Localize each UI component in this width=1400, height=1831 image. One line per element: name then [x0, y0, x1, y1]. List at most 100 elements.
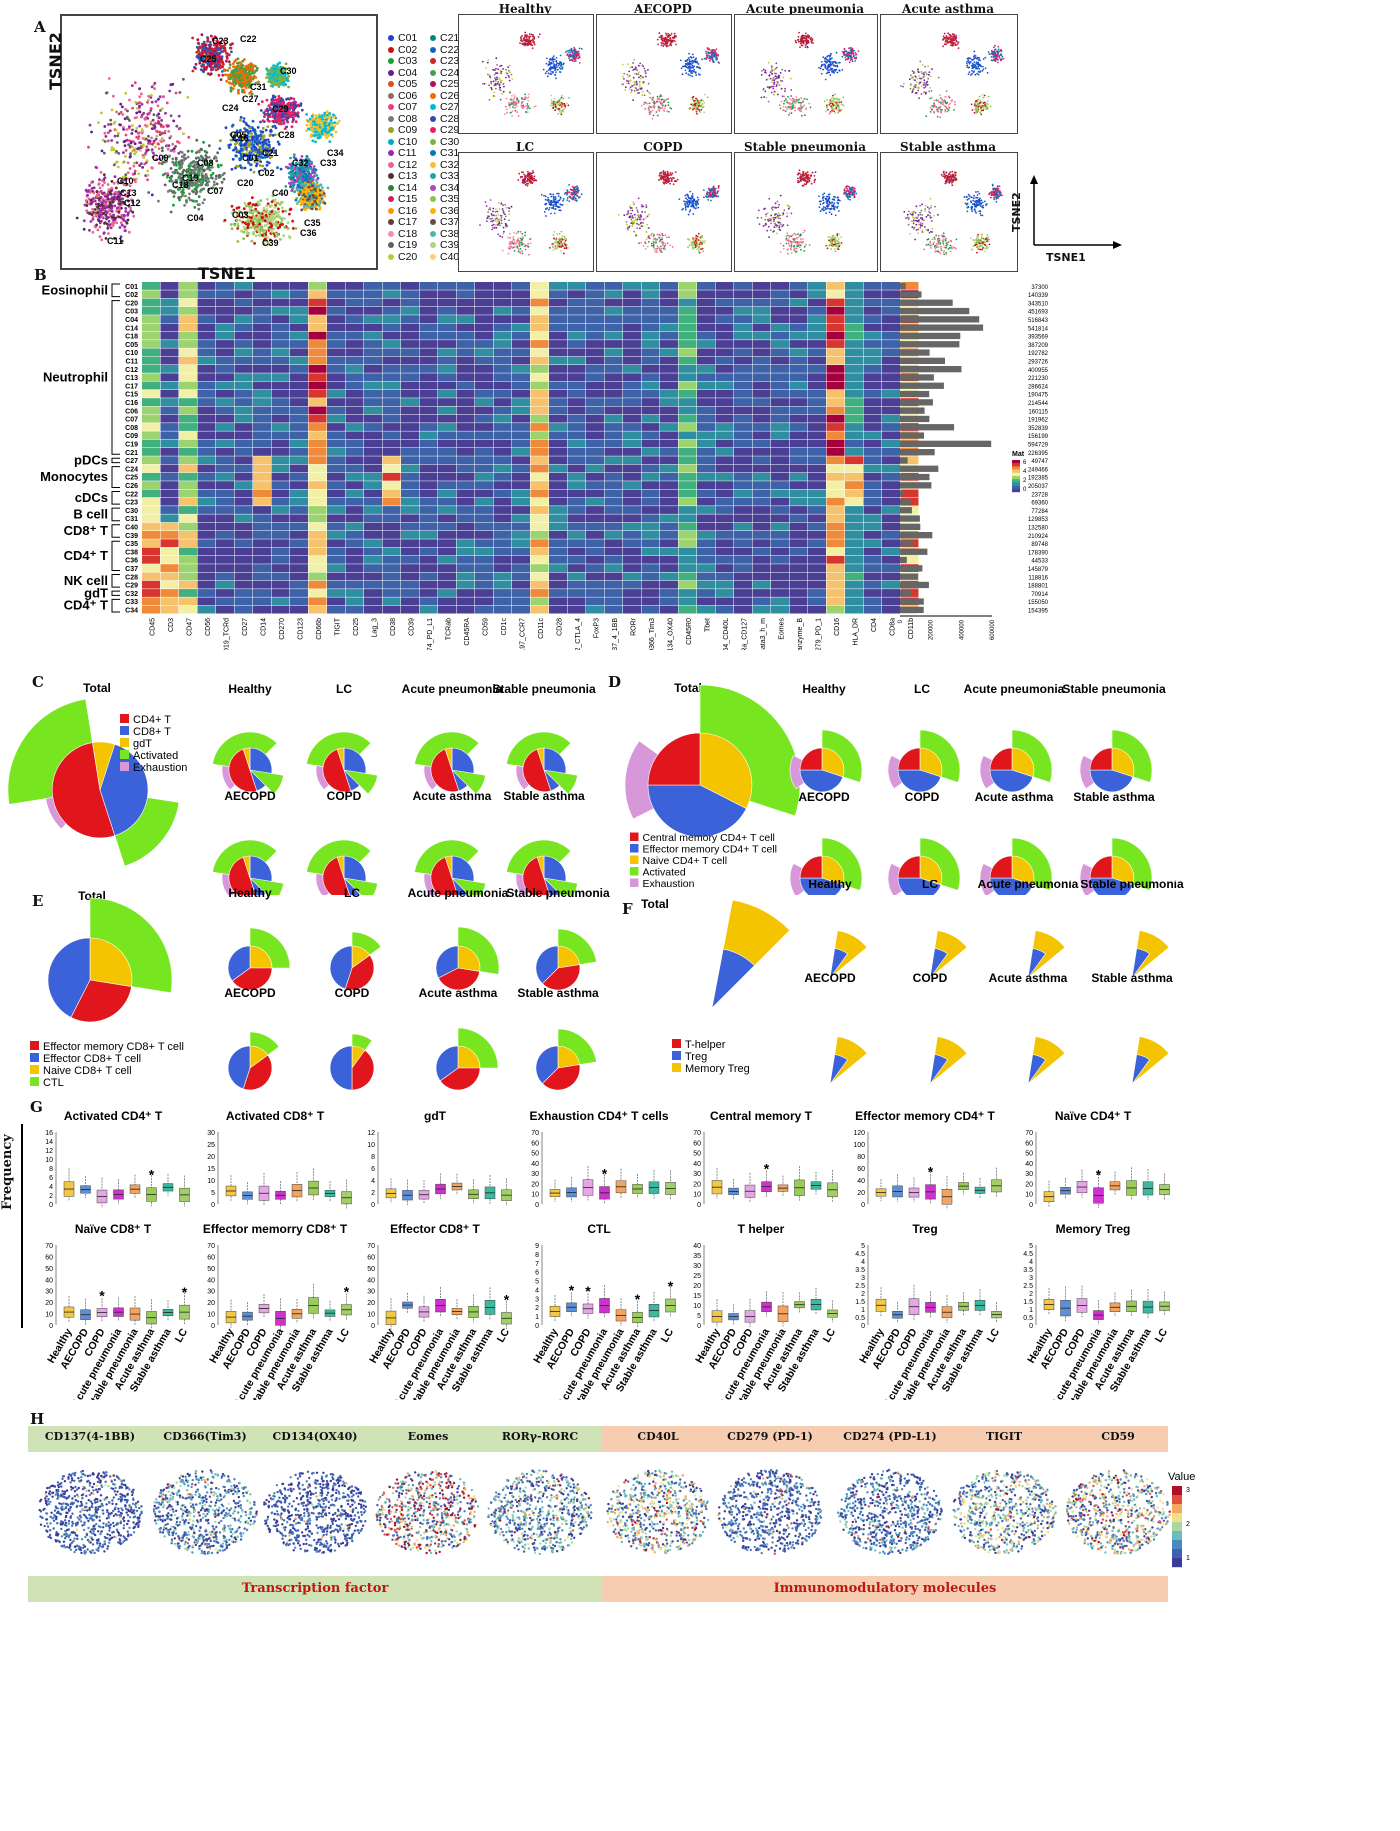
tsne-point — [125, 138, 129, 142]
tsne-point — [329, 124, 333, 127]
tsne-point — [671, 37, 674, 39]
tsne-point — [195, 180, 199, 184]
tsne-point — [527, 105, 530, 107]
tsne-point — [560, 101, 563, 104]
tsne-point — [621, 63, 624, 66]
tsne-point — [494, 79, 497, 82]
tsne-point — [490, 80, 492, 83]
tsne-point — [91, 215, 95, 219]
tsne-point — [91, 197, 95, 201]
tsne-point — [290, 101, 293, 105]
tsne-point — [246, 154, 250, 158]
tsne-point — [492, 68, 494, 71]
tsne-point — [511, 115, 513, 117]
tsne-point — [105, 215, 109, 219]
tsne-point — [638, 85, 641, 88]
tsne-point — [236, 212, 239, 215]
tsne-point — [134, 150, 138, 154]
tsne-point — [548, 60, 551, 63]
tsne-point — [283, 225, 287, 229]
tsne-point — [568, 57, 570, 60]
tsne-point — [668, 35, 670, 38]
tsne-point — [141, 144, 145, 148]
tsne-point — [194, 62, 198, 66]
tsne-point — [261, 137, 264, 141]
tsne-point — [511, 94, 513, 97]
tsne-point — [311, 205, 315, 209]
tsne-point — [497, 81, 500, 83]
tsne-point — [296, 183, 300, 187]
tsne-point — [494, 82, 497, 85]
tsne-point — [218, 43, 222, 47]
tsne-point — [665, 32, 667, 35]
tsne-point — [176, 140, 179, 144]
cluster-name: C26 — [440, 89, 460, 102]
tsne-point — [194, 160, 198, 164]
tsne-point — [257, 202, 261, 206]
tsne-point — [114, 186, 118, 190]
tsne-point — [101, 192, 104, 196]
tsne-point — [107, 188, 111, 192]
tsne-point — [90, 130, 93, 134]
tsne-point — [150, 85, 154, 89]
tsne-point — [104, 209, 107, 213]
tsne-point — [505, 111, 508, 114]
tsne-point — [202, 47, 205, 50]
tsne-point — [560, 63, 563, 66]
tsne-point — [328, 122, 331, 126]
tsne-point — [209, 34, 213, 38]
tsne-point — [706, 96, 709, 99]
tsne-point — [174, 168, 177, 172]
tsne-point — [202, 169, 206, 173]
tsne-point — [209, 72, 213, 76]
tsne-point — [311, 169, 314, 173]
tsne-point — [125, 221, 129, 225]
tsne-point — [94, 202, 98, 206]
tsne-point — [626, 79, 628, 82]
tsne-point — [243, 58, 246, 61]
tsne-point — [261, 140, 264, 144]
tsne-point — [548, 63, 550, 66]
cluster-name: C30 — [440, 135, 460, 148]
tsne-point — [89, 198, 93, 202]
tsne-point — [691, 75, 693, 77]
tsne-point — [152, 113, 156, 117]
tsne-point — [153, 87, 156, 90]
tsne-point — [648, 105, 651, 108]
tsne-point — [288, 162, 292, 166]
tsne-point — [509, 106, 511, 109]
tsne-point — [117, 131, 120, 135]
tsne-point — [693, 103, 696, 106]
cluster-dot — [388, 138, 394, 145]
tsne-point — [89, 188, 92, 192]
tsne-point — [649, 92, 651, 95]
tsne-point — [685, 72, 688, 74]
tsne-point — [254, 220, 258, 224]
cluster-map-label: C25 — [200, 54, 217, 64]
tsne-point — [261, 156, 265, 160]
tsne-point — [98, 186, 102, 190]
cluster-legend-item: C34 — [430, 182, 459, 194]
tsne-point — [201, 201, 205, 205]
tsne-point — [122, 140, 126, 144]
tsne-point — [110, 108, 114, 112]
tsne-point — [214, 55, 217, 59]
tsne-point — [149, 120, 153, 124]
tsne-point — [526, 38, 529, 41]
tsne-point — [233, 223, 237, 227]
tsne-point — [176, 171, 180, 175]
tsne-point — [647, 91, 650, 93]
tsne-point — [144, 118, 147, 121]
tsne-point — [112, 181, 116, 185]
tsne-point — [323, 124, 327, 128]
tsne-point — [260, 225, 264, 229]
tsne-point — [306, 201, 310, 205]
tsne-point — [83, 203, 87, 207]
tsne-point — [192, 160, 196, 163]
tsne-point — [249, 168, 253, 172]
small-tsne-scatter — [481, 31, 583, 117]
tsne-point — [132, 214, 136, 218]
tsne-point — [203, 174, 207, 178]
tsne-point — [574, 50, 576, 53]
tsne-point — [124, 210, 128, 213]
